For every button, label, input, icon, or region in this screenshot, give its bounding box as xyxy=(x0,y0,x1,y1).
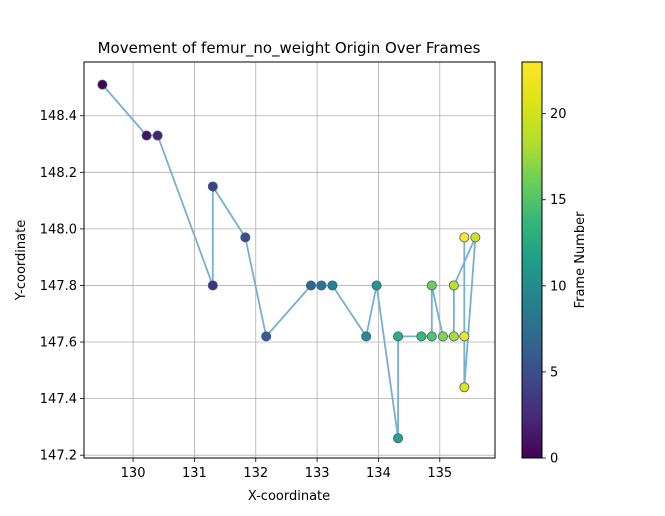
point-frame-7 xyxy=(305,280,316,291)
point-frame-19 xyxy=(448,280,459,291)
y-axis-label: Y-coordinate xyxy=(14,220,29,301)
trajectory xyxy=(101,84,477,440)
point-frame-21 xyxy=(459,382,470,393)
point-frame-12 xyxy=(393,433,404,444)
point-frame-16 xyxy=(426,280,437,291)
y-tick-label: 148.0 xyxy=(40,222,77,237)
grid xyxy=(84,62,495,458)
point-frame-23 xyxy=(459,232,470,243)
y-tick-label: 148.4 xyxy=(40,109,77,124)
x-tick-label: 130 xyxy=(121,466,146,481)
x-tick-label: 135 xyxy=(427,466,452,481)
point-frame-20 xyxy=(470,232,481,243)
colorbar-tick-label: 20 xyxy=(550,107,567,122)
point-frame-9 xyxy=(327,280,338,291)
x-tick-label: 132 xyxy=(243,466,268,481)
y-tick-label: 148.2 xyxy=(40,166,77,181)
colorbar-tick-label: 0 xyxy=(550,452,558,467)
x-axis: 130 131 132 133 134 135 xyxy=(121,458,452,481)
x-tick-label: 131 xyxy=(182,466,207,481)
y-tick-label: 147.4 xyxy=(40,392,77,407)
colorbar-label: Frame Number xyxy=(573,211,588,309)
plot-area xyxy=(83,61,496,459)
y-tick-label: 147.2 xyxy=(40,449,77,464)
x-axis-label: X-coordinate xyxy=(248,489,330,504)
point-frame-6 xyxy=(261,331,272,342)
point-frame-4 xyxy=(207,181,218,192)
colorbar-gradient xyxy=(521,61,543,459)
y-axis: 147.2 147.4 147.6 147.8 148.0 148.2 148.4 xyxy=(40,109,84,464)
x-tick-label: 133 xyxy=(305,466,330,481)
plot-frame xyxy=(83,61,496,459)
plot-background xyxy=(84,62,495,458)
colorbar-tick-label: 10 xyxy=(550,279,567,294)
point-frame-22 xyxy=(459,331,470,342)
colorbar-tick-label: 5 xyxy=(550,365,558,380)
point-frame-11 xyxy=(371,280,382,291)
point-frame-18 xyxy=(448,331,459,342)
colorbar-tick-label: 15 xyxy=(550,193,567,208)
y-tick-label: 147.6 xyxy=(40,336,77,351)
point-frame-10 xyxy=(361,331,372,342)
point-frame-2 xyxy=(152,130,163,141)
point-frame-15 xyxy=(426,331,437,342)
point-frame-5 xyxy=(240,232,251,243)
point-frame-8 xyxy=(316,280,327,291)
point-frame-3 xyxy=(207,280,218,291)
chart-title: Movement of femur_no_weight Origin Over … xyxy=(98,39,481,58)
x-tick-label: 134 xyxy=(366,466,391,481)
point-frame-13 xyxy=(393,331,404,342)
colorbar: 0 5 10 15 20 xyxy=(521,61,567,467)
data-points xyxy=(97,79,481,444)
point-frame-17 xyxy=(437,331,448,342)
point-frame-14 xyxy=(416,331,427,342)
y-tick-label: 147.8 xyxy=(40,279,77,294)
trajectory-line xyxy=(101,84,477,440)
point-frame-0 xyxy=(97,79,108,90)
point-frame-1 xyxy=(141,130,152,141)
